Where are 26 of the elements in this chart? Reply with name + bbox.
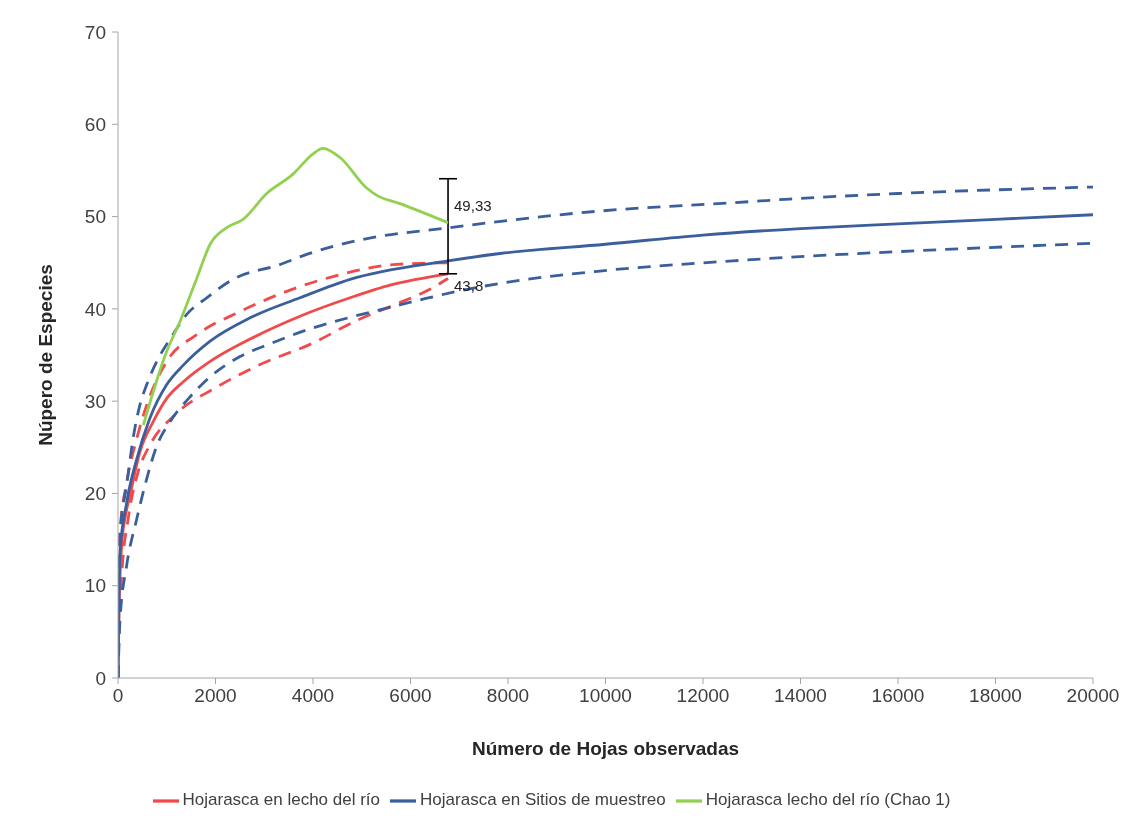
legend-label: Hojarasca en Sitios de muestreo [420, 790, 666, 810]
x-tick-label: 20000 [1066, 685, 1120, 707]
x-tick-label: 0 [112, 685, 124, 707]
annotation: 43,8 [454, 277, 484, 295]
x-tick-label: 10000 [579, 685, 632, 707]
annotation: 49,33 [454, 197, 492, 215]
legend-label: Hojarasca en lecho del río [182, 790, 381, 810]
x-tick-label: 2000 [194, 685, 237, 707]
legend-label: Hojarasca lecho del río (Chao 1) [705, 790, 951, 810]
x-tick-label: 18000 [969, 685, 1022, 707]
x-tick-label: 16000 [871, 685, 925, 707]
x-tick-label: 12000 [676, 685, 730, 707]
y-tick-label: 40 [84, 298, 106, 320]
y-tick-label: 60 [84, 114, 106, 136]
y-tick-label: 50 [84, 206, 106, 228]
y-tick-label: 70 [84, 21, 106, 43]
y-tick-label: 10 [84, 575, 106, 597]
x-tick-label: 14000 [774, 685, 827, 707]
x-tick-label: 8000 [486, 685, 530, 707]
x-tick-label: 4000 [291, 685, 335, 707]
y-tick-label: 30 [84, 390, 106, 412]
y-tick-label: 0 [95, 667, 106, 689]
x-tick-label: 6000 [389, 685, 432, 707]
x-axis-title: Número de Hojas observadas [471, 737, 740, 759]
y-tick-label: 20 [84, 483, 106, 505]
y-axis-title: Núpero de Especies [34, 264, 56, 446]
